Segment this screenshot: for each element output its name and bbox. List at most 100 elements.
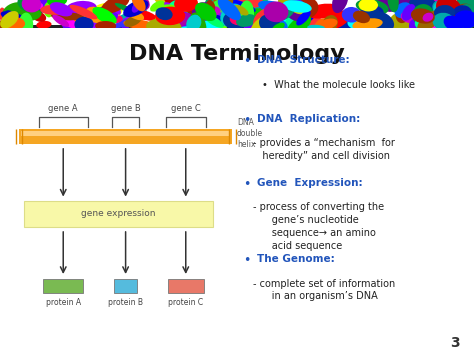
Ellipse shape xyxy=(0,7,8,24)
Ellipse shape xyxy=(269,19,288,34)
Ellipse shape xyxy=(427,14,454,27)
Ellipse shape xyxy=(356,0,389,15)
Ellipse shape xyxy=(213,0,233,9)
Ellipse shape xyxy=(220,4,243,27)
Text: - process of converting the
      gene’s nucleotide
      sequence→ an amino
   : - process of converting the gene’s nucle… xyxy=(253,202,384,251)
Ellipse shape xyxy=(267,3,295,22)
Ellipse shape xyxy=(277,17,292,32)
Ellipse shape xyxy=(33,0,55,9)
Ellipse shape xyxy=(163,10,180,22)
Ellipse shape xyxy=(215,13,229,31)
Ellipse shape xyxy=(296,10,310,26)
Ellipse shape xyxy=(195,2,217,21)
Ellipse shape xyxy=(206,0,215,13)
Ellipse shape xyxy=(36,21,52,29)
Ellipse shape xyxy=(158,2,179,20)
Ellipse shape xyxy=(283,12,305,29)
Ellipse shape xyxy=(32,11,46,22)
Ellipse shape xyxy=(247,12,272,26)
Ellipse shape xyxy=(109,0,121,15)
Ellipse shape xyxy=(3,17,25,30)
Bar xyxy=(43,279,83,293)
Text: DNA  Structure:: DNA Structure: xyxy=(257,55,350,65)
Ellipse shape xyxy=(66,1,97,16)
Bar xyxy=(21,131,230,136)
Ellipse shape xyxy=(4,10,18,29)
Ellipse shape xyxy=(369,0,389,9)
Ellipse shape xyxy=(358,0,378,11)
Ellipse shape xyxy=(47,0,67,6)
Ellipse shape xyxy=(0,11,28,24)
Ellipse shape xyxy=(443,5,463,16)
Ellipse shape xyxy=(332,0,348,13)
Ellipse shape xyxy=(409,17,425,32)
Ellipse shape xyxy=(170,17,191,34)
Ellipse shape xyxy=(314,18,336,37)
Ellipse shape xyxy=(394,2,412,18)
Ellipse shape xyxy=(2,16,18,34)
Text: DNA Terminology: DNA Terminology xyxy=(129,44,345,64)
Text: The Genome:: The Genome: xyxy=(257,254,335,264)
Ellipse shape xyxy=(302,0,313,24)
Bar xyxy=(115,279,137,293)
Ellipse shape xyxy=(433,13,455,31)
Ellipse shape xyxy=(52,15,69,27)
Ellipse shape xyxy=(61,17,85,30)
Ellipse shape xyxy=(132,0,146,11)
Ellipse shape xyxy=(417,11,440,32)
Bar xyxy=(19,129,232,144)
Ellipse shape xyxy=(432,0,452,18)
Bar xyxy=(0,25,474,29)
Ellipse shape xyxy=(204,15,224,28)
Ellipse shape xyxy=(372,6,385,20)
Ellipse shape xyxy=(25,0,47,14)
Ellipse shape xyxy=(411,9,435,24)
Ellipse shape xyxy=(181,2,201,16)
Ellipse shape xyxy=(409,0,438,15)
Ellipse shape xyxy=(360,5,384,22)
Ellipse shape xyxy=(454,10,474,28)
Ellipse shape xyxy=(357,8,383,33)
Ellipse shape xyxy=(85,7,106,23)
Ellipse shape xyxy=(74,3,96,18)
Text: - provides a “mechanism  for
   heredity” and cell division: - provides a “mechanism for heredity” an… xyxy=(253,138,394,161)
Ellipse shape xyxy=(386,0,399,7)
Text: 3: 3 xyxy=(450,336,460,350)
Ellipse shape xyxy=(397,0,421,22)
Ellipse shape xyxy=(367,11,394,32)
Text: •: • xyxy=(244,55,255,68)
Ellipse shape xyxy=(307,25,325,31)
Ellipse shape xyxy=(284,0,306,12)
Ellipse shape xyxy=(272,23,285,32)
Ellipse shape xyxy=(436,0,462,20)
Ellipse shape xyxy=(428,20,459,29)
Ellipse shape xyxy=(121,17,129,33)
Ellipse shape xyxy=(205,6,220,16)
Text: •  What the molecule looks like: • What the molecule looks like xyxy=(262,80,415,90)
Ellipse shape xyxy=(125,7,149,20)
Ellipse shape xyxy=(438,6,465,22)
Bar xyxy=(24,201,213,227)
Ellipse shape xyxy=(0,11,19,28)
Ellipse shape xyxy=(189,12,207,38)
Ellipse shape xyxy=(352,18,383,30)
Ellipse shape xyxy=(230,0,256,12)
Ellipse shape xyxy=(71,5,95,28)
Ellipse shape xyxy=(22,0,41,12)
Ellipse shape xyxy=(456,4,473,16)
Ellipse shape xyxy=(445,15,466,37)
Ellipse shape xyxy=(230,11,251,25)
Ellipse shape xyxy=(259,15,280,33)
Text: gene B: gene B xyxy=(111,104,140,113)
Ellipse shape xyxy=(231,1,265,16)
Ellipse shape xyxy=(461,0,474,13)
Ellipse shape xyxy=(9,19,25,29)
Ellipse shape xyxy=(18,0,32,12)
Ellipse shape xyxy=(126,9,144,20)
Ellipse shape xyxy=(132,1,142,13)
Ellipse shape xyxy=(415,18,427,29)
Ellipse shape xyxy=(92,7,117,24)
Ellipse shape xyxy=(353,11,370,23)
Ellipse shape xyxy=(239,16,264,37)
Ellipse shape xyxy=(427,12,460,26)
